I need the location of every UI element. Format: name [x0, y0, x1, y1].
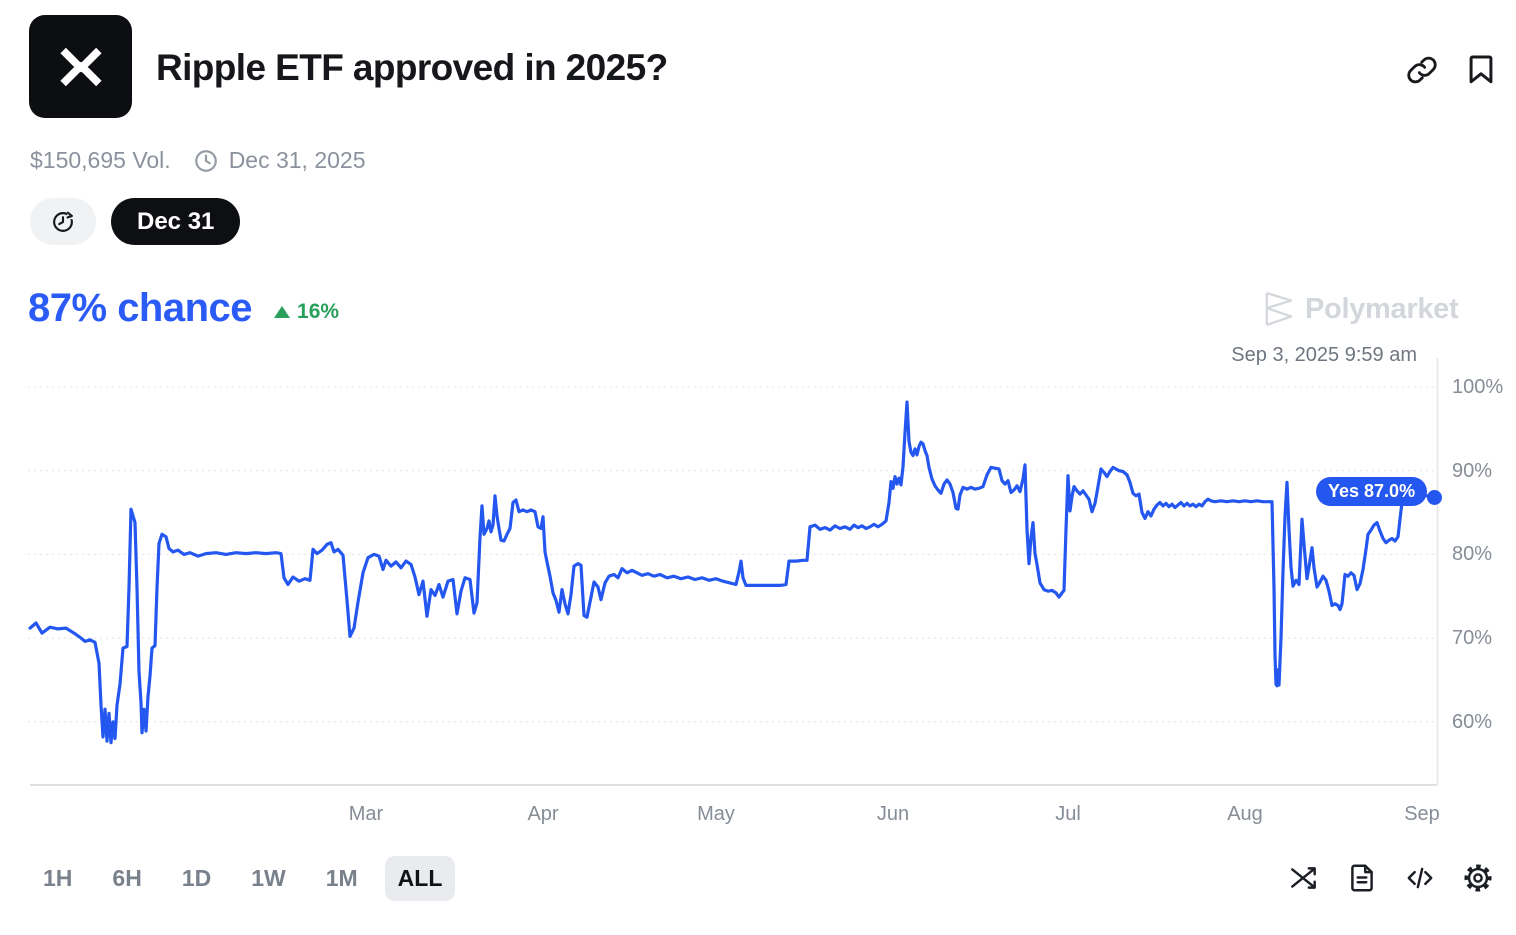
delta-value: 16%	[297, 299, 340, 323]
timeframe-6h[interactable]: 6H	[112, 865, 142, 891]
y-tick-80: 80%	[1452, 543, 1493, 565]
polymarket-wordmark: Polymarket	[1305, 292, 1459, 325]
timeframe-1d[interactable]: 1D	[181, 865, 212, 891]
volume-label: $150,695 Vol.	[30, 147, 171, 173]
embed-code-icon[interactable]	[1404, 862, 1436, 894]
copy-link-icon[interactable]	[1406, 54, 1438, 91]
x-tick-jul: Jul	[1055, 803, 1081, 825]
y-tick-100: 100%	[1452, 376, 1504, 398]
bookmark-icon[interactable]	[1464, 51, 1498, 92]
probability-line	[28, 400, 1437, 745]
polymarket-logo-icon	[1265, 291, 1293, 327]
date-pill-dec31[interactable]: Dec 31	[111, 198, 241, 245]
x-tick-may: May	[697, 803, 735, 825]
page-title: Ripple ETF approved in 2025?	[156, 47, 668, 88]
timeframe-selector: 1H 6H 1D 1W 1M ALL	[30, 856, 456, 901]
chart-tools	[1288, 862, 1494, 894]
up-arrow-icon	[274, 305, 291, 318]
shuffle-icon[interactable]	[1288, 862, 1320, 894]
x-tick-apr: Apr	[527, 803, 559, 825]
document-icon[interactable]	[1346, 862, 1378, 894]
chance-delta: 16%	[274, 300, 339, 324]
end-date-label: Dec 31, 2025	[228, 147, 366, 173]
y-tick-70: 70%	[1452, 627, 1493, 649]
clock-icon	[193, 148, 219, 174]
timeframe-all[interactable]: ALL	[384, 856, 456, 901]
chance-value: 87% chance	[28, 286, 253, 330]
x-tick-sep: Sep	[1404, 803, 1440, 825]
market-meta: $150,695 Vol. Dec 31, 2025	[30, 147, 366, 174]
countdown-clock-button[interactable]	[30, 198, 96, 245]
y-tick-60: 60%	[1452, 711, 1493, 733]
chart-timestamp: Sep 3, 2025 9:59 am	[1231, 344, 1417, 366]
timeframe-1h[interactable]: 1H	[43, 865, 73, 891]
x-tick-jun: Jun	[876, 803, 910, 825]
y-tick-90: 90%	[1452, 460, 1493, 482]
timeframe-1m[interactable]: 1M	[325, 865, 358, 891]
current-value-badge: Yes 87.0%	[1316, 477, 1428, 506]
market-logo-xrp	[29, 15, 132, 118]
chance-row: 87% chance 16%	[28, 286, 339, 331]
outcome-selector-row: Dec 31	[30, 198, 241, 245]
settings-gear-icon[interactable]	[1462, 862, 1494, 894]
countdown-clock-icon	[53, 210, 75, 232]
probability-chart[interactable]	[0, 350, 1516, 830]
polymarket-watermark: Polymarket	[1264, 290, 1459, 328]
current-value-dot	[1427, 490, 1442, 505]
x-tick-aug: Aug	[1227, 803, 1263, 825]
timeframe-1w[interactable]: 1W	[251, 865, 286, 891]
date-pill-label: Dec 31	[137, 207, 215, 235]
xrp-icon	[59, 47, 102, 86]
x-tick-mar: Mar	[348, 803, 384, 825]
